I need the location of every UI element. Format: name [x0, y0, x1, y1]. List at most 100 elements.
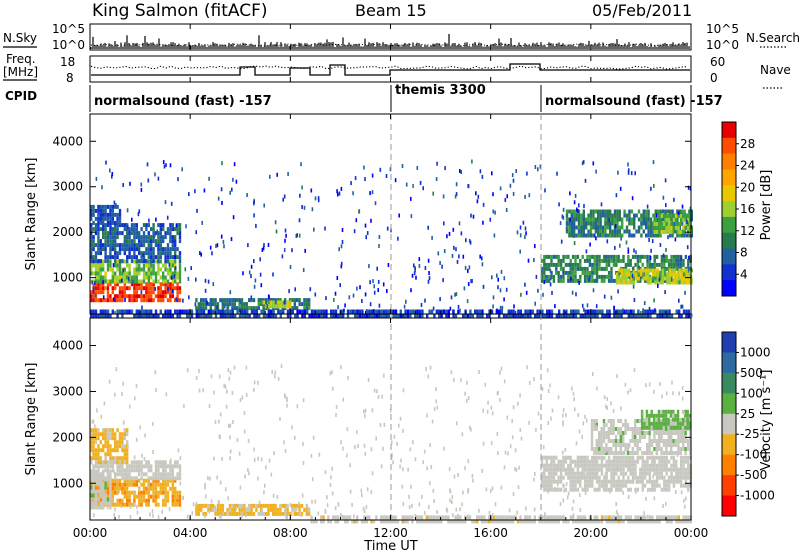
heatmap-scatter-cell: [489, 217, 492, 222]
heatmap-cell: [114, 263, 117, 268]
heatmap-cell: [619, 463, 623, 468]
heatmap-cell: [641, 483, 644, 488]
heatmap-scatter-cell: [581, 161, 584, 166]
heatmap-scatter-cell: [390, 228, 392, 233]
heatmap-cell: [145, 460, 148, 465]
heatmap-cell: [262, 306, 265, 311]
heatmap-cell: [320, 309, 323, 314]
heatmap-cell: [639, 254, 642, 259]
heatmap-cell: [216, 302, 220, 307]
heatmap-cell: [645, 233, 648, 238]
heatmap-cell: [435, 515, 438, 520]
heatmap-cell: [653, 222, 656, 226]
heatmap-cell: [111, 212, 114, 217]
heatmap-cell: [638, 447, 642, 451]
heatmap-cell: [543, 463, 546, 468]
heatmap-cell: [590, 423, 594, 427]
heatmap-scatter-cell: [653, 496, 656, 501]
heatmap-cell: [627, 487, 630, 492]
heatmap-scatter-cell: [162, 160, 165, 165]
heatmap-scatter-cell: [600, 202, 603, 207]
heatmap-cell: [622, 451, 625, 455]
heatmap-cell: [512, 519, 515, 524]
heatmap-scatter-cell: [556, 467, 558, 472]
heatmap-cell: [627, 268, 631, 273]
power-heatmap: [90, 159, 693, 318]
heatmap-cell: [94, 223, 98, 228]
heatmap-cell: [639, 258, 642, 263]
heatmap-cell: [150, 227, 153, 232]
heatmap-cell: [164, 460, 167, 465]
heatmap-cell: [620, 268, 624, 273]
heatmap-cell: [524, 313, 527, 318]
heatmap-cell: [637, 229, 641, 234]
heatmap-scatter-cell: [432, 306, 435, 311]
nave-label: Nave: [760, 63, 791, 77]
heatmap-scatter-cell: [526, 365, 528, 370]
heatmap-cell: [399, 309, 402, 314]
heatmap-cell: [102, 212, 105, 217]
heatmap-cell: [609, 213, 612, 218]
heatmap-cell: [128, 271, 131, 276]
heatmap-cell: [540, 258, 544, 263]
heatmap-cell: [648, 258, 652, 263]
heatmap-scatter-cell: [622, 308, 624, 313]
heatmap-cell: [133, 294, 136, 299]
heatmap-cell: [589, 229, 593, 234]
heatmap-cell: [633, 233, 636, 238]
heatmap-cell: [147, 223, 150, 228]
heatmap-cell: [118, 267, 122, 272]
heatmap-scatter-cell: [524, 226, 527, 231]
heatmap-cell: [178, 309, 182, 314]
heatmap-cell: [178, 476, 182, 481]
heatmap-cell: [90, 309, 93, 314]
heatmap-cell: [676, 417, 680, 422]
heatmap-cell: [651, 276, 655, 281]
heatmap-cell: [597, 225, 600, 230]
heatmap-cell: [619, 487, 623, 492]
heatmap-scatter-cell: [436, 510, 438, 514]
heatmap-cell: [555, 266, 558, 271]
heatmap-cell: [154, 279, 158, 284]
heatmap-scatter-cell: [578, 493, 581, 497]
heatmap-scatter-cell: [225, 404, 228, 409]
heatmap-cell: [380, 519, 383, 524]
heatmap-scatter-cell: [635, 489, 637, 494]
y-tick-label: 1000: [52, 271, 83, 285]
heatmap-cell: [581, 459, 584, 464]
heatmap-cell: [625, 280, 628, 285]
heatmap-cell: [174, 460, 177, 465]
heatmap-cell: [589, 233, 593, 238]
heatmap-cell: [138, 309, 141, 314]
heatmap-scatter-cell: [426, 413, 428, 418]
heatmap-cell: [94, 489, 98, 494]
heatmap-cell: [682, 218, 685, 222]
heatmap-scatter-cell: [467, 514, 470, 519]
heatmap-scatter-cell: [511, 435, 514, 440]
heatmap-cell: [648, 413, 651, 418]
heatmap-scatter-cell: [113, 200, 116, 205]
heatmap-cell: [648, 417, 651, 422]
heatmap-scatter-cell: [336, 189, 338, 194]
heatmap-scatter-cell: [625, 240, 628, 245]
heatmap-cell: [90, 267, 93, 272]
heatmap-cell: [157, 247, 160, 252]
heatmap-cell: [612, 439, 615, 443]
heatmap-scatter-cell: [126, 208, 129, 213]
heatmap-cell: [545, 475, 548, 480]
heatmap-cell: [648, 425, 651, 430]
heatmap-scatter-cell: [528, 420, 530, 425]
heatmap-cell: [375, 515, 378, 520]
heatmap-cell: [665, 226, 668, 230]
heatmap-cell: [142, 482, 146, 487]
heatmap-scatter-cell: [152, 450, 154, 454]
heatmap-scatter-cell: [242, 271, 244, 276]
heatmap-cell: [97, 432, 100, 437]
heatmap-cell: [234, 313, 237, 318]
heatmap-cell: [274, 503, 277, 508]
heatmap-cell: [631, 455, 635, 460]
heatmap-cell: [392, 309, 395, 314]
heatmap-cell: [459, 515, 462, 520]
heatmap-cell: [649, 268, 652, 273]
heatmap-cell: [166, 313, 170, 318]
